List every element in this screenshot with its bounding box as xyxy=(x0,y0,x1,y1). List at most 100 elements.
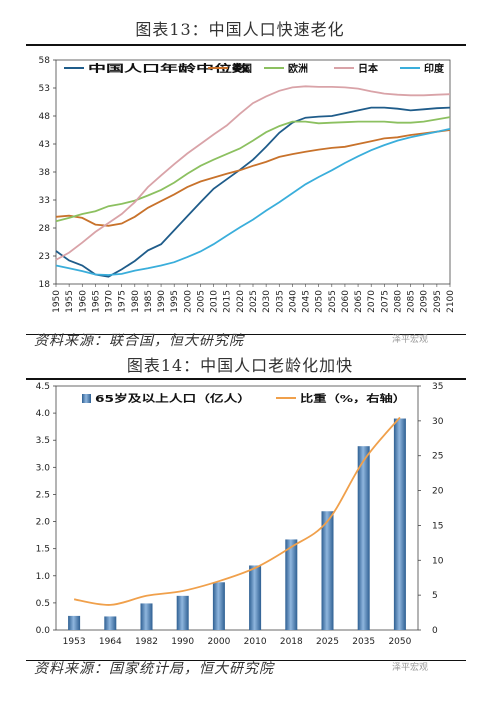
x-tick-label: 2000 xyxy=(183,290,193,313)
x-tick-label: 2050 xyxy=(315,290,325,313)
x-tick-label: 2085 xyxy=(407,290,417,313)
left-y-tick-label: 2.5 xyxy=(36,490,50,500)
x-tick-label: 2075 xyxy=(380,290,390,313)
bar-1964 xyxy=(104,616,117,630)
left-y-tick-label: 2.0 xyxy=(36,518,51,528)
x-tick-label: 2100 xyxy=(446,290,456,313)
x-tick-label: 2090 xyxy=(420,290,430,313)
figure14-watermark: 泽平宏观 xyxy=(392,663,429,673)
x-tick-label: 1995 xyxy=(170,290,180,313)
legend-label-ratio: 比重（%，右轴） xyxy=(300,392,406,405)
x-tick-label: 1985 xyxy=(144,290,154,313)
figure13-source: 资料来源：联合国，恒大研究院 xyxy=(34,333,244,349)
figure13-watermark: 泽平宏观 xyxy=(392,335,429,345)
x-tick-label: 2070 xyxy=(367,290,377,313)
legend-label-2: 欧洲 xyxy=(288,62,308,75)
right-y-tick-label: 35 xyxy=(432,382,443,392)
figure14-source: 资料来源：国家统计局，恒大研究院 xyxy=(34,661,274,677)
series-line-1 xyxy=(55,129,451,227)
x-tick-label: 2015 xyxy=(223,290,233,313)
left-y-tick-label: 1.5 xyxy=(36,545,50,555)
x-tick-label: 1982 xyxy=(135,637,158,647)
x-tick-label: 2025 xyxy=(316,637,339,647)
x-tick-label: 1980 xyxy=(131,290,141,313)
x-tick-label: 1960 xyxy=(78,290,88,313)
x-tick-label: 1964 xyxy=(99,637,122,647)
bar-2035 xyxy=(357,446,370,630)
left-y-tick-label: 0.0 xyxy=(36,626,51,636)
x-tick-label: 2050 xyxy=(388,637,411,647)
y-tick-label: 48 xyxy=(39,112,51,122)
plot-frame xyxy=(55,385,419,631)
legend-swatch-bar xyxy=(82,394,91,403)
left-y-tick-label: 4.0 xyxy=(36,409,51,419)
x-tick-label: 2010 xyxy=(210,290,220,313)
bar-2000 xyxy=(212,582,225,630)
x-tick-label: 2040 xyxy=(288,290,298,313)
y-tick-label: 23 xyxy=(39,252,50,262)
x-tick-label: 1955 xyxy=(65,290,75,313)
x-tick-label: 2095 xyxy=(433,290,443,313)
bar-2010 xyxy=(249,565,262,630)
x-tick-label: 1953 xyxy=(63,637,86,647)
x-tick-label: 1965 xyxy=(91,290,101,313)
legend-label-0: 中国人口年龄中位数 xyxy=(88,62,252,75)
figure13-bottom-rule xyxy=(26,334,466,335)
ratio-line xyxy=(73,416,401,606)
right-y-tick-label: 10 xyxy=(432,556,444,566)
right-y-tick-label: 20 xyxy=(432,487,444,497)
x-tick-label: 2045 xyxy=(302,290,312,313)
x-tick-label: 1970 xyxy=(105,290,115,313)
left-y-tick-label: 3.0 xyxy=(36,463,51,473)
y-tick-label: 58 xyxy=(39,56,51,66)
figure14-title: 图表14：中国人口老龄化加快 xyxy=(126,356,354,375)
bar-2025 xyxy=(321,511,334,630)
series-line-3 xyxy=(55,85,451,261)
figure14-top-rule xyxy=(26,378,466,380)
x-tick-label: 2018 xyxy=(280,637,303,647)
x-tick-label: 2020 xyxy=(236,290,246,313)
series-line-4 xyxy=(55,128,451,276)
x-tick-label: 2035 xyxy=(352,637,375,647)
x-tick-label: 2010 xyxy=(244,637,267,647)
x-tick-label: 2030 xyxy=(262,290,272,313)
series-line-2 xyxy=(55,116,451,223)
x-tick-label: 2080 xyxy=(393,290,403,313)
left-y-tick-label: 3.5 xyxy=(36,436,50,446)
legend-label-1: 美国 xyxy=(232,62,252,75)
bar-1982 xyxy=(140,603,153,630)
x-tick-label: 1950 xyxy=(52,290,62,313)
y-tick-label: 43 xyxy=(39,140,50,150)
x-tick-label: 2025 xyxy=(249,290,259,313)
left-y-tick-label: 4.5 xyxy=(36,382,50,392)
x-tick-label: 1990 xyxy=(157,290,167,313)
y-tick-label: 28 xyxy=(39,224,51,234)
right-y-tick-label: 15 xyxy=(432,521,443,531)
left-y-tick-label: 1.0 xyxy=(36,572,51,582)
x-tick-label: 2065 xyxy=(354,290,364,313)
y-tick-label: 18 xyxy=(39,280,51,290)
legend-label-bar: 65岁及以上人口（亿人） xyxy=(95,392,251,405)
x-tick-label: 2055 xyxy=(328,290,338,313)
x-tick-label: 1975 xyxy=(118,290,128,313)
bar-1990 xyxy=(176,595,189,630)
x-tick-label: 2060 xyxy=(341,290,351,313)
x-tick-label: 2005 xyxy=(196,290,206,313)
bar-2050 xyxy=(393,418,406,630)
bar-2018 xyxy=(285,539,298,630)
right-y-tick-label: 0 xyxy=(432,626,438,636)
left-y-tick-label: 0.5 xyxy=(36,599,50,609)
series-line-0 xyxy=(55,106,451,278)
legend-label-4: 印度 xyxy=(424,62,445,75)
x-tick-label: 2000 xyxy=(207,637,230,647)
figure14-bottom-rule xyxy=(26,660,466,661)
y-tick-label: 53 xyxy=(39,84,50,94)
figure13-top-rule xyxy=(26,44,466,46)
bar-1953 xyxy=(68,615,81,630)
y-tick-label: 38 xyxy=(39,168,51,178)
legend-label-3: 日本 xyxy=(358,62,379,75)
right-y-tick-label: 25 xyxy=(432,452,443,462)
right-y-tick-label: 30 xyxy=(432,417,444,427)
figure13-title: 图表13：中国人口快速老化 xyxy=(135,20,345,39)
